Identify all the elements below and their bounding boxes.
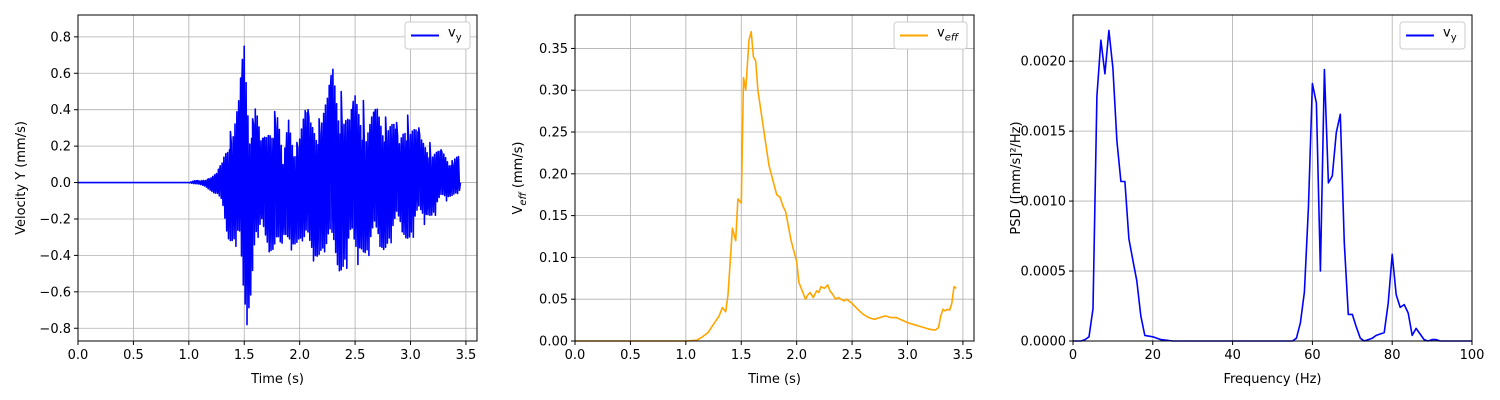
x-axis-label: Frequency (Hz) [1223,372,1321,387]
series-line-v-y [78,45,462,326]
y-tick-label: 0.10 [539,251,568,266]
legend-label-sub: eff [945,33,960,44]
legend-label-main: v [1443,26,1451,41]
y-tick-label: 0.35 [539,42,568,57]
y-axis-label: Velocity Y (mm/s) [14,121,29,235]
y-tick-label: 0.0 [50,176,71,191]
data-area [575,30,957,342]
y-tick-label: 0.20 [539,167,568,182]
x-axis-label: Time (s) [747,372,801,387]
x-tick-label: 0.5 [620,348,641,363]
grid-lines [1072,15,1473,342]
x-tick-label: 100 [1460,348,1485,363]
y-axis-label: Veff (mm/s) [511,141,529,214]
y-tick-label: 0.6 [50,67,71,82]
y-tick-label: 0.0010 [1021,195,1067,210]
x-tick-label: 80 [1384,348,1401,363]
y-tick-label: 0.2 [50,140,71,155]
data-area [78,45,462,326]
x-tick-label: 1.5 [234,348,255,363]
chart-panel-psd: 0 20 40 60 80 100 0.0000 0.0005 0.0010 0.0015 0.00… [1009,14,1485,387]
y-axis-label-rest: (mm/s) [511,141,526,192]
legend: veff [893,21,968,50]
tick-labels: 0.0 0.5 1.0 1.5 2.0 2.5 3.0 3.5 −0.8 −0.6 −0.4 −0.2… [39,30,476,363]
grid-lines [574,15,974,342]
x-tick-label: 60 [1304,348,1321,363]
x-tick-label: 2.0 [786,348,807,363]
legend-label: veff [937,26,960,44]
x-tick-label: 1.0 [178,348,199,363]
y-tick-label: −0.2 [39,212,71,227]
y-axis-label-sub: eff [518,190,529,205]
series-line-v-y [1073,29,1472,342]
x-tick-label: 40 [1224,348,1241,363]
plot-frame [1072,14,1473,342]
legend-label-sub: y [456,33,462,44]
plot-frame [77,14,478,342]
legend-label-sub: y [1451,33,1457,44]
y-tick-label: 0.30 [539,84,568,99]
y-tick-label: 0.15 [539,209,568,224]
y-tick-label: 0.0015 [1021,125,1067,140]
y-tick-label: −0.8 [39,322,71,337]
y-tick-label: 0.25 [539,126,568,141]
y-tick-label: 0.0000 [1021,335,1067,350]
x-axis-label: Time (s) [250,372,304,387]
x-tick-label: 20 [1145,348,1162,363]
x-tick-label: 0.0 [68,348,89,363]
chart-panel-velocity: 0.0 0.5 1.0 1.5 2.0 2.5 3.0 3.5 −0.8 −0.6 −0.4 −0.2… [14,14,478,387]
x-tick-label: 2.5 [345,348,366,363]
x-tick-label: 2.0 [289,348,310,363]
data-area [1073,29,1472,342]
tick-labels: 0.0 0.5 1.0 1.5 2.0 2.5 3.0 3.5 0.00 0.05 0.10 0.15… [539,42,973,363]
x-tick-label: 0 [1069,348,1077,363]
y-tick-label: −0.4 [39,249,71,264]
legend-label-main: v [448,26,456,41]
x-tick-label: 3.0 [897,348,918,363]
y-tick-label: 0.8 [50,30,71,45]
legend-label: vy [448,26,462,44]
y-tick-label: 0.00 [539,335,568,350]
legend-box [893,21,968,50]
chart-panel-veff: 0.0 0.5 1.0 1.5 2.0 2.5 3.0 3.5 0.00 0.05 0.10 0.15… [511,14,975,387]
x-tick-label: 1.5 [731,348,752,363]
x-tick-label: 0.5 [123,348,144,363]
y-tick-label: 0.0020 [1021,55,1067,70]
x-tick-label: 2.5 [842,348,863,363]
y-tick-label: −0.6 [39,285,71,300]
x-tick-label: 0.0 [565,348,586,363]
x-tick-label: 3.5 [456,348,477,363]
tick-labels: 0 20 40 60 80 100 0.0000 0.0005 0.0010 0.0015 0.00… [1021,55,1485,363]
series-line-v-eff [575,30,957,342]
y-tick-label: 0.4 [50,103,71,118]
x-tick-label: 1.0 [675,348,696,363]
x-tick-label: 3.0 [400,348,421,363]
legend-label-main: v [937,26,945,41]
x-tick-label: 3.5 [953,348,974,363]
y-tick-label: 0.05 [539,293,568,308]
y-axis-label: PSD ([mm/s]²/Hz) [1009,121,1024,234]
y-axis-label-main: V [511,206,526,215]
legend: vy [1399,21,1466,50]
legend: vy [404,21,471,50]
legend-label: vy [1443,26,1457,44]
plot-frame [574,14,975,342]
y-tick-label: 0.0005 [1021,265,1067,280]
